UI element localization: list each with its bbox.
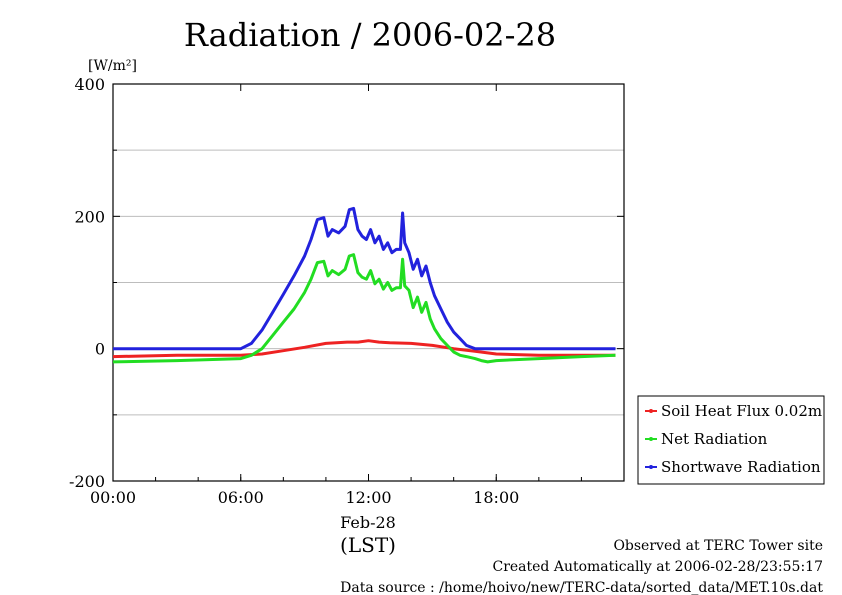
legend-marker-net-radiation — [649, 437, 653, 441]
x-tick-label: 00:00 — [90, 488, 136, 507]
series-line-soil-heat-flux-0-02m — [112, 339, 616, 359]
y-tick-label: 0 — [95, 340, 105, 359]
legend-box — [637, 395, 825, 485]
footer-data-source: Data source : /home/hoivo/new/TERC-data/… — [340, 580, 823, 595]
legend-label-net-radiation: Net Radiation — [661, 430, 768, 448]
y-axis-unit: [W/m²] — [88, 58, 137, 74]
grid-lines — [113, 149, 624, 416]
footer-observed: Observed at TERC Tower site — [613, 538, 823, 554]
series-line-shortwave-radiation — [113, 206, 616, 351]
axis-ticks: -200 0 200 400 00:00 06:00 12:00 18:00 — [69, 75, 625, 507]
x-tick-label: 06:00 — [218, 488, 264, 507]
x-axis-unit-label: (LST) — [340, 533, 396, 557]
series-line-net-radiation — [112, 253, 616, 364]
legend-marker-shortwave-radiation — [649, 465, 653, 469]
legend-label-shortwave-radiation: Shortwave Radiation — [661, 458, 821, 476]
footer-created: Created Automatically at 2006-02-28/23:5… — [492, 559, 823, 575]
y-tick-label: 200 — [74, 207, 105, 226]
legend-label-soil-heat-flux-0-02m: Soil Heat Flux 0.02m — [661, 402, 822, 420]
x-tick-label: 12:00 — [345, 488, 391, 507]
y-tick-label: 400 — [74, 75, 105, 94]
chart-title: Radiation / 2006-02-28 — [184, 16, 556, 54]
legend-marker-soil-heat-flux-0-02m — [649, 409, 653, 413]
x-tick-label: 18:00 — [473, 488, 519, 507]
series-lines — [112, 206, 616, 364]
y-tick-label: -200 — [69, 472, 105, 491]
legend: Soil Heat Flux 0.02m Net Radiation Shortwa… — [637, 395, 825, 485]
x-axis-date-label: Feb-28 — [340, 513, 396, 532]
